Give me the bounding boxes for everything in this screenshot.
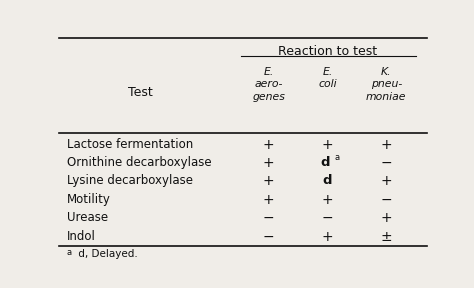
Text: Reaction to test: Reaction to test bbox=[278, 45, 377, 58]
Text: +: + bbox=[380, 211, 392, 225]
Text: Motility: Motility bbox=[66, 193, 110, 206]
Text: +: + bbox=[380, 175, 392, 188]
Text: −: − bbox=[380, 156, 392, 170]
Text: Lactose fermentation: Lactose fermentation bbox=[66, 138, 193, 151]
Text: a: a bbox=[334, 154, 339, 162]
Text: E.
aero-
genes: E. aero- genes bbox=[252, 67, 285, 101]
Text: +: + bbox=[321, 193, 333, 207]
Text: E.
coli: E. coli bbox=[318, 67, 337, 89]
Text: a: a bbox=[66, 248, 72, 257]
Text: −: − bbox=[263, 230, 274, 244]
Text: +: + bbox=[321, 230, 333, 244]
Text: Test: Test bbox=[128, 86, 153, 99]
Text: Ornithine decarboxylase: Ornithine decarboxylase bbox=[66, 156, 211, 169]
Text: −: − bbox=[263, 211, 274, 225]
Text: d, Delayed.: d, Delayed. bbox=[75, 249, 137, 259]
Text: Lysine decarboxylase: Lysine decarboxylase bbox=[66, 175, 192, 187]
Text: Urease: Urease bbox=[66, 211, 108, 224]
Text: −: − bbox=[380, 193, 392, 207]
Text: d: d bbox=[323, 175, 332, 187]
Text: ±: ± bbox=[380, 230, 392, 244]
Text: +: + bbox=[321, 138, 333, 152]
Text: Indol: Indol bbox=[66, 230, 95, 243]
Text: K.
pneu-
moniae: K. pneu- moniae bbox=[366, 67, 406, 101]
Text: +: + bbox=[263, 193, 274, 207]
Text: −: − bbox=[321, 211, 333, 225]
Text: d: d bbox=[321, 156, 330, 169]
Text: +: + bbox=[263, 138, 274, 152]
Text: +: + bbox=[263, 175, 274, 188]
Text: +: + bbox=[380, 138, 392, 152]
Text: +: + bbox=[263, 156, 274, 170]
